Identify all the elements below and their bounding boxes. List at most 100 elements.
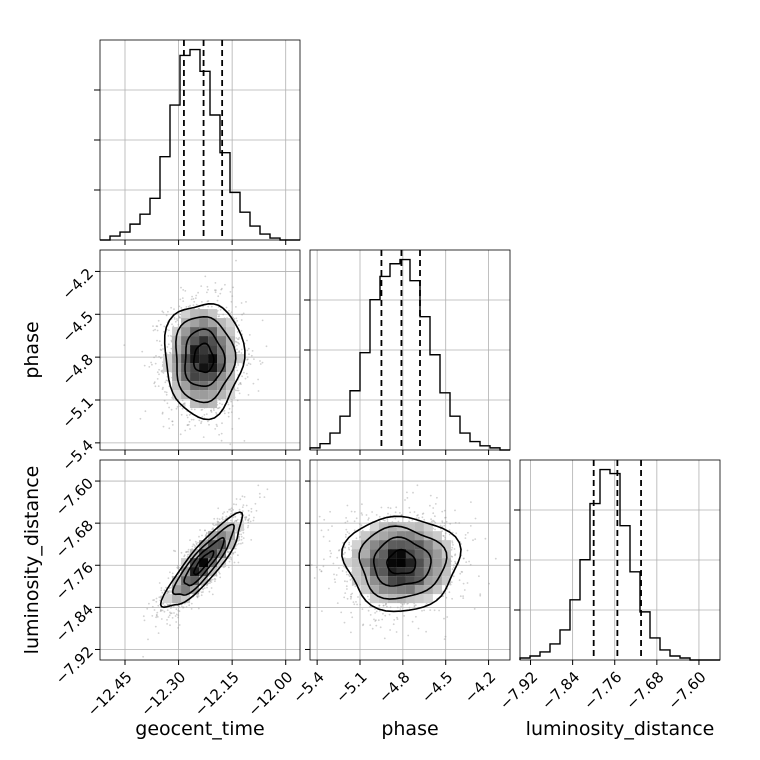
scatter-point <box>215 423 218 426</box>
scatter-point <box>156 339 158 342</box>
scatter-point <box>167 577 170 580</box>
scatter-point <box>235 520 238 522</box>
scatter-point <box>196 595 199 598</box>
scatter-point <box>365 514 368 516</box>
scatter-point <box>175 621 178 623</box>
scatter-point <box>234 551 237 554</box>
scatter-point <box>190 408 193 411</box>
density-cell <box>217 363 227 373</box>
density-cell <box>163 354 173 364</box>
scatter-point <box>328 587 330 590</box>
scatter-point <box>442 534 445 537</box>
scatter-point <box>235 317 238 320</box>
density-cell <box>208 531 218 541</box>
scatter-point <box>200 591 203 594</box>
scatter-point <box>458 522 461 524</box>
scatter-point <box>222 519 224 521</box>
scatter-point <box>213 409 215 411</box>
scatter-point <box>454 562 457 565</box>
scatter-point <box>241 510 244 512</box>
scatter-point <box>389 514 392 517</box>
density-cell <box>217 531 227 541</box>
scatter-point <box>232 552 235 554</box>
scatter-point <box>166 346 169 348</box>
scatter-point <box>190 608 193 610</box>
scatter-point <box>335 574 338 576</box>
scatter-point <box>242 312 245 315</box>
scatter-point <box>368 598 371 601</box>
scatter-point <box>328 540 331 542</box>
scatter-point <box>177 616 180 619</box>
scatter-point <box>176 405 179 408</box>
scatter-point <box>252 519 255 522</box>
panel-frame <box>99 39 301 241</box>
scatter-point <box>238 535 241 538</box>
scatter-point <box>358 523 361 525</box>
scatter-point <box>239 382 242 385</box>
scatter-point <box>194 297 197 300</box>
density-cell <box>181 585 191 595</box>
scatter-point <box>448 591 451 594</box>
scatter-point <box>417 514 419 516</box>
scatter-point <box>167 616 170 618</box>
scatter-point <box>217 507 220 510</box>
scatter-point <box>215 413 218 415</box>
scatter-panel-geocent_time-vs-luminosity_distance <box>95 459 301 665</box>
scatter-point <box>163 610 166 613</box>
scatter-point <box>452 544 454 546</box>
scatter-point <box>147 638 149 641</box>
scatter-point <box>204 534 207 536</box>
scatter-point <box>184 429 187 432</box>
scatter-point <box>168 589 171 592</box>
scatter-point <box>350 631 352 634</box>
scatter-point <box>228 557 230 560</box>
scatter-point <box>384 519 386 522</box>
scatter-point <box>229 508 232 511</box>
scatter-point <box>244 517 247 520</box>
scatter-point <box>205 532 208 535</box>
scatter-point <box>257 378 259 381</box>
density-cell <box>199 567 209 577</box>
scatter-point <box>153 609 156 611</box>
scatter-point <box>246 358 249 361</box>
density-cell <box>181 381 191 391</box>
scatter-point <box>220 439 223 442</box>
scatter-point <box>166 590 169 593</box>
scatter-point <box>240 302 243 304</box>
scatter-point <box>217 295 220 298</box>
scatter-point <box>336 602 339 604</box>
density-cell <box>208 327 218 337</box>
scatter-point <box>222 512 224 515</box>
scatter-point <box>170 408 173 411</box>
density-cell <box>217 318 227 328</box>
scatter-point <box>221 517 224 520</box>
contour-line <box>175 315 237 404</box>
scatter-point <box>162 311 165 314</box>
density-cell <box>217 354 227 364</box>
scatter-point <box>165 393 168 396</box>
scatter-point <box>167 591 170 594</box>
density-cell <box>217 549 227 559</box>
scatter-point <box>174 615 177 617</box>
scatter-point <box>403 615 405 617</box>
scatter-point <box>218 518 221 521</box>
contour-line <box>163 302 246 421</box>
scatter-point <box>385 603 387 605</box>
scatter-point <box>494 557 497 560</box>
scatter-point <box>451 531 454 534</box>
scatter-point <box>344 580 346 583</box>
scatter-point <box>174 550 177 553</box>
scatter-point <box>378 604 381 607</box>
scatter-point <box>189 539 191 542</box>
scatter-point <box>156 378 159 380</box>
scatter-point <box>261 361 264 364</box>
scatter-point <box>161 591 164 594</box>
scatter-point <box>265 345 268 348</box>
scatter-point <box>207 420 209 423</box>
scatter-point <box>158 596 161 599</box>
scatter-point <box>210 305 213 308</box>
scatter-point <box>172 325 175 328</box>
scatter-point <box>244 519 247 521</box>
scatter-point <box>173 308 175 310</box>
scatter-point <box>182 402 185 405</box>
